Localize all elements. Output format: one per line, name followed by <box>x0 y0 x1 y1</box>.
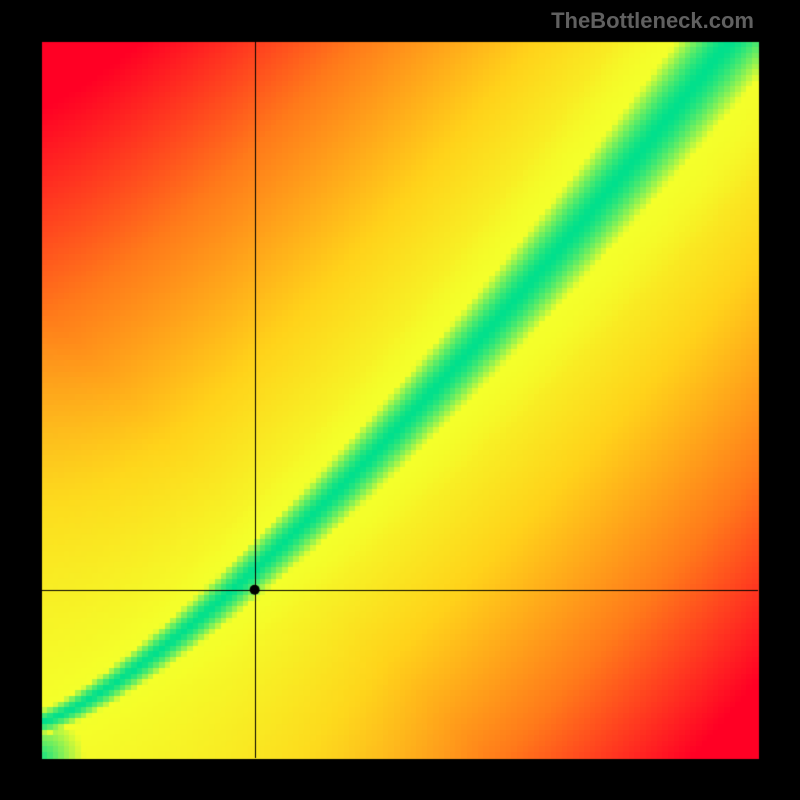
chart-container: TheBottleneck.com <box>0 0 800 800</box>
watermark-text: TheBottleneck.com <box>551 8 754 34</box>
bottleneck-heatmap <box>0 0 800 800</box>
